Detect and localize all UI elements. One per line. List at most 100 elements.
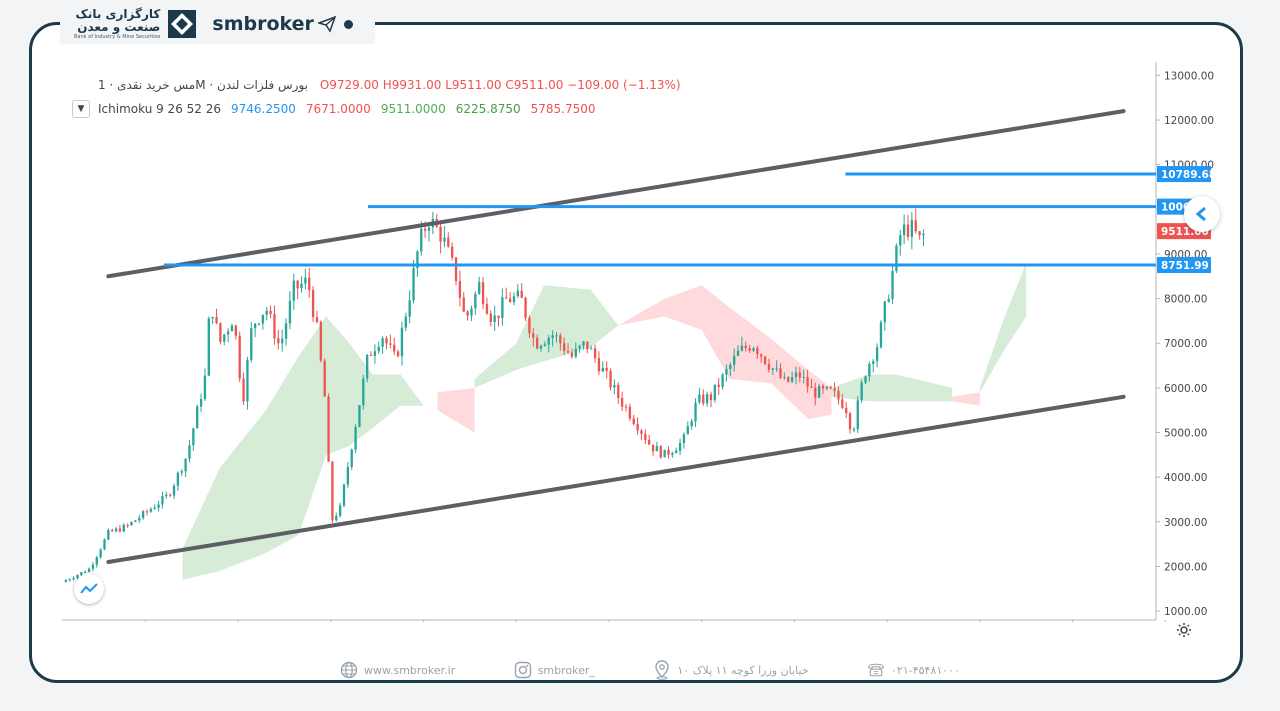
close-value: C9511.00 — [505, 78, 564, 92]
candle-body — [837, 390, 840, 400]
candle-body — [559, 335, 562, 344]
candle-body — [184, 458, 187, 472]
candle-body — [736, 350, 740, 356]
instagram-text: smbroker_ — [537, 663, 595, 677]
candle-body — [68, 579, 71, 581]
candle-body — [686, 426, 689, 435]
candle-body — [848, 413, 852, 430]
header-dot-right — [343, 19, 353, 29]
footer-instagram[interactable]: smbroker_ — [514, 661, 595, 679]
candle-body — [895, 245, 898, 272]
footer: www.smbroker.ir smbroker_ خیابان وزرا کو… — [340, 656, 960, 684]
candle-body — [547, 337, 550, 345]
candle-body — [810, 386, 813, 388]
candle-body — [667, 449, 670, 455]
globe-icon — [340, 661, 358, 679]
candle-body — [566, 351, 570, 353]
candle-body — [659, 446, 662, 458]
indicator-name: Ichimoku 9 26 52 26 — [98, 102, 221, 116]
candle-body — [223, 334, 226, 342]
indicator-value: 5785.7500 — [530, 102, 596, 116]
paper-plane-icon — [317, 15, 336, 33]
candle-body — [207, 318, 210, 376]
candle-body — [454, 257, 458, 282]
candle-body — [868, 363, 871, 377]
candle-body — [543, 344, 547, 346]
candle-body — [114, 528, 118, 532]
candle-body — [709, 394, 713, 401]
candle-body — [153, 507, 156, 510]
candle-body — [269, 310, 272, 315]
instagram-icon — [514, 661, 532, 679]
candle-body — [134, 520, 137, 522]
indicator-value: 9511.0000 — [380, 102, 446, 116]
candle-body — [524, 297, 527, 318]
scroll-right-button[interactable] — [1184, 196, 1220, 232]
candle-body — [427, 227, 431, 231]
candle-body — [532, 333, 535, 338]
candle-body — [624, 406, 628, 408]
candle-body — [95, 557, 98, 565]
candle-body — [590, 348, 593, 350]
candle-body — [323, 360, 326, 397]
candle-body — [702, 394, 705, 404]
candle-body — [632, 418, 635, 424]
y-tick-label: 6000.00 — [1164, 383, 1207, 395]
candle-body — [122, 524, 125, 532]
footer-phone[interactable]: ۰۲۱-۴۵۴۸۱۰۰۰ — [867, 661, 960, 679]
candle-body — [628, 406, 632, 419]
ichimoku-cloud — [618, 285, 832, 420]
candle-body — [864, 376, 867, 383]
candle-body — [694, 402, 697, 422]
candle-body — [400, 327, 404, 357]
indicator-value: 9746.2500 — [231, 102, 296, 116]
candle-body — [586, 341, 589, 350]
candle-body — [899, 235, 902, 246]
candle-body — [350, 449, 353, 468]
footer-website[interactable]: www.smbroker.ir — [340, 661, 455, 679]
candle-body — [497, 315, 500, 318]
candle-body — [872, 361, 875, 364]
candle-body — [169, 494, 172, 496]
tradingview-logo[interactable] — [74, 574, 104, 604]
price-level-tag — [1157, 166, 1211, 183]
candle-body — [145, 511, 149, 513]
candle-body — [725, 369, 728, 375]
candle-body — [601, 367, 604, 372]
candle-body — [230, 325, 234, 332]
candle-body — [111, 529, 114, 532]
candle-body — [833, 388, 836, 391]
candle-body — [342, 484, 346, 506]
candle-body — [783, 376, 786, 378]
candle-body — [845, 407, 848, 414]
candle-body — [821, 385, 825, 389]
change-value: −109.00 (−1.13%) — [567, 78, 681, 92]
chart-legend-ohlc: مس خرید نقدی · 1M · بورس فلزات لندن O972… — [98, 78, 681, 92]
candle-body — [91, 564, 95, 569]
collapse-legend-button[interactable]: ▼ — [72, 100, 90, 118]
location-pin-icon — [653, 660, 671, 680]
candle-body — [87, 568, 91, 573]
candle-body — [740, 345, 744, 351]
candle-body — [319, 321, 322, 361]
candle-body — [470, 308, 473, 316]
candle-body — [493, 315, 496, 322]
footer-address: خیابان وزرا کوچه ۱۱ پلاک ۱۰ — [653, 660, 809, 680]
candle-body — [281, 338, 284, 344]
candle-body — [369, 354, 373, 356]
chart-settings-button[interactable] — [1174, 620, 1194, 640]
candle-body — [516, 290, 519, 297]
candle-body — [675, 450, 678, 454]
y-tick-label: 4000.00 — [1164, 472, 1207, 484]
candle-body — [914, 220, 917, 232]
low-value: L9511.00 — [445, 78, 502, 92]
indicator-value: 6225.8750 — [455, 102, 521, 116]
candle-body — [284, 323, 288, 339]
candle-body — [705, 394, 709, 404]
website-text: www.smbroker.ir — [364, 663, 456, 677]
candle-body — [814, 387, 817, 398]
candle-body — [555, 335, 558, 337]
candle-body — [574, 348, 577, 357]
phone-icon — [867, 661, 885, 679]
price-chart[interactable]: 1000.00 2000.00 3000.00 4000.00 5000.00 6000.… — [62, 62, 1222, 622]
